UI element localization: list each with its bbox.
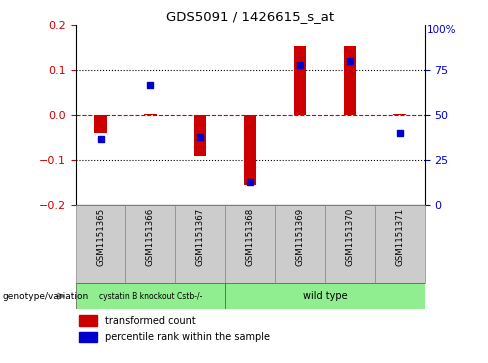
Text: GSM1151366: GSM1151366 [146, 207, 155, 266]
Bar [344, 46, 356, 115]
Bar [94, 115, 107, 133]
Text: GSM1151368: GSM1151368 [245, 207, 255, 266]
Title: GDS5091 / 1426615_s_at: GDS5091 / 1426615_s_at [166, 10, 334, 23]
Bar [194, 115, 206, 156]
Text: GSM1151367: GSM1151367 [196, 207, 205, 266]
Bar [79, 315, 97, 326]
Bar [144, 114, 157, 115]
Bar [294, 46, 306, 115]
Bar [375, 205, 425, 283]
Bar [225, 205, 275, 283]
Bar [125, 205, 175, 283]
Bar [76, 205, 125, 283]
Text: cystatin B knockout Cstb-/-: cystatin B knockout Cstb-/- [99, 292, 202, 301]
Text: transformed count: transformed count [105, 315, 196, 326]
Text: GSM1151370: GSM1151370 [346, 207, 354, 266]
Text: 100%: 100% [427, 25, 456, 36]
Bar [393, 114, 406, 115]
Text: GSM1151365: GSM1151365 [96, 207, 105, 266]
Text: GSM1151369: GSM1151369 [295, 207, 305, 266]
Bar [79, 332, 97, 342]
Bar [244, 115, 256, 185]
Bar [175, 205, 225, 283]
Bar [225, 283, 425, 309]
Bar [76, 283, 225, 309]
Text: percentile rank within the sample: percentile rank within the sample [105, 332, 270, 342]
Text: GSM1151371: GSM1151371 [395, 207, 404, 266]
Text: genotype/variation: genotype/variation [2, 292, 89, 301]
Bar [325, 205, 375, 283]
Text: wild type: wild type [303, 291, 347, 301]
Bar [275, 205, 325, 283]
